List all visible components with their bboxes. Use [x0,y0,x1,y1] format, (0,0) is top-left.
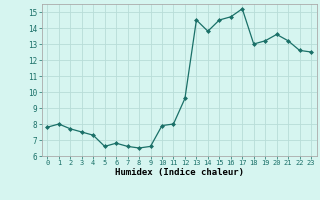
X-axis label: Humidex (Indice chaleur): Humidex (Indice chaleur) [115,168,244,177]
